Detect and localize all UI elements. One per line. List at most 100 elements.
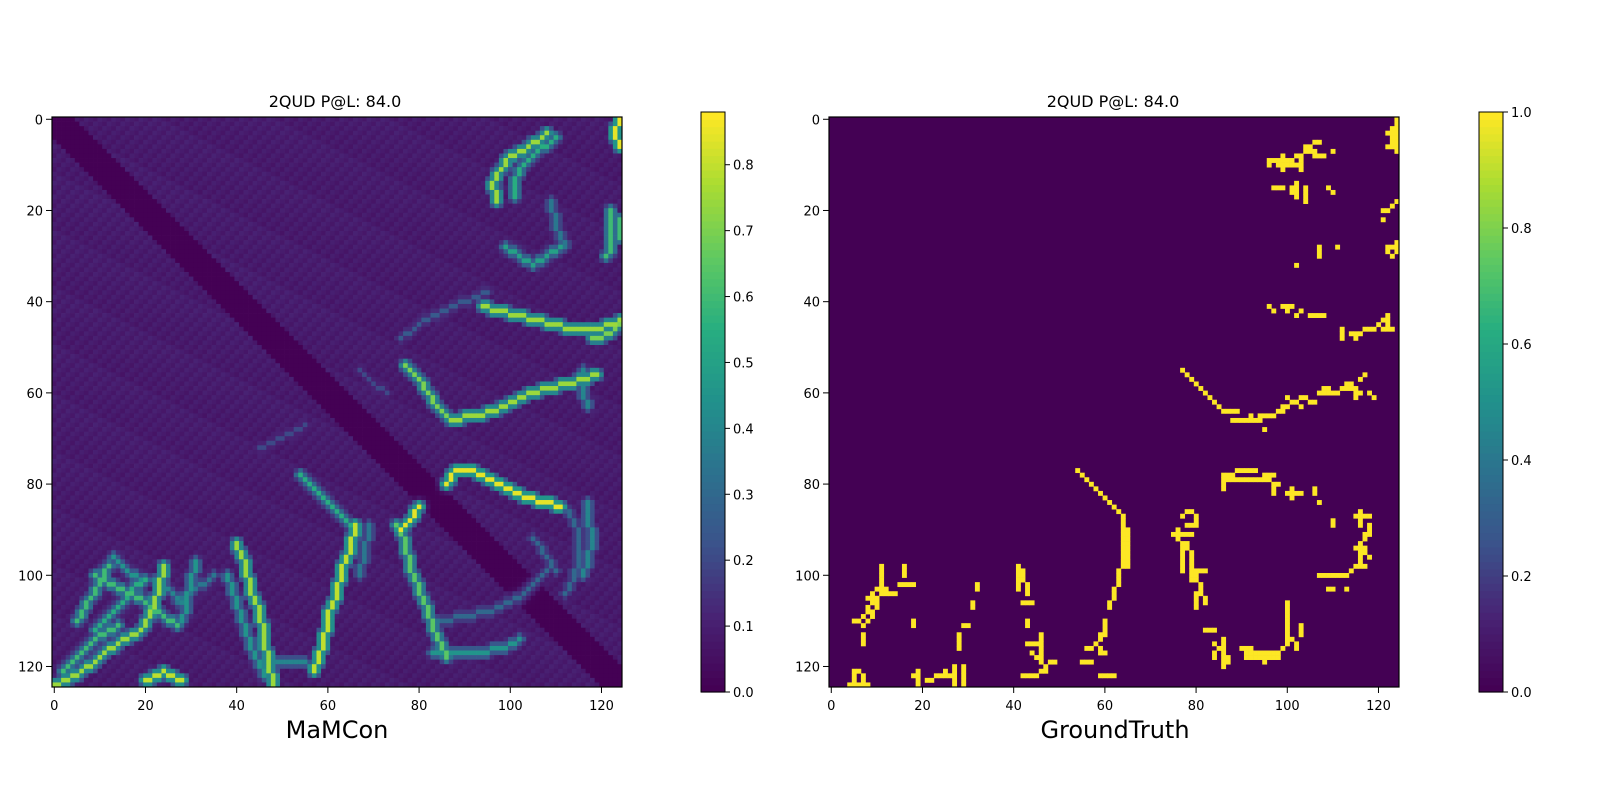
left-heatmap-cell <box>83 231 89 236</box>
left-heatmap-cell <box>307 194 313 200</box>
left-heatmap-cell <box>412 121 418 127</box>
left-heatmap-cell <box>275 130 281 136</box>
left-heatmap-cell <box>179 281 185 287</box>
left-heatmap-cell <box>485 117 491 122</box>
left-heatmap-cell <box>311 144 317 150</box>
left-heatmap-cell <box>330 162 336 168</box>
left-heatmap-cell <box>526 180 532 186</box>
left-heatmap-cell <box>330 194 336 200</box>
left-heatmap-cell <box>93 231 98 236</box>
left-heatmap-cell <box>339 285 345 291</box>
left-heatmap-cell <box>412 180 418 186</box>
left-heatmap-cell <box>539 240 545 246</box>
left-heatmap-cell <box>156 244 162 250</box>
left-heatmap-cell <box>617 244 623 250</box>
left-heatmap-cell <box>485 231 491 236</box>
left-heatmap-cell <box>289 267 295 273</box>
left-heatmap-cell <box>489 226 495 232</box>
left-heatmap-cell <box>357 121 363 127</box>
left-heatmap-cell <box>83 139 89 145</box>
left-heatmap-cell <box>302 148 308 154</box>
left-heatmap-cell <box>521 258 527 264</box>
left-heatmap-cell <box>612 148 618 154</box>
left-heatmap-cell <box>398 235 404 241</box>
left-heatmap-cell <box>489 135 495 141</box>
left-heatmap-cell <box>371 231 377 236</box>
left-heatmap-cell <box>448 158 454 163</box>
left-heatmap-cell <box>453 267 459 273</box>
left-heatmap-cell <box>567 121 573 127</box>
left-heatmap-cell <box>266 194 272 200</box>
left-heatmap-cell <box>394 212 399 218</box>
left-heatmap-cell <box>362 194 367 200</box>
left-heatmap-cell <box>156 231 162 236</box>
left-heatmap-cell <box>480 262 486 268</box>
left-heatmap-cell <box>503 272 509 277</box>
left-heatmap-cell <box>270 194 276 200</box>
left-heatmap-cell <box>457 130 463 136</box>
left-heatmap-cell <box>275 117 281 122</box>
left-heatmap-cell <box>348 285 354 291</box>
left-heatmap-cell <box>134 285 139 291</box>
left-heatmap-cell <box>97 276 103 282</box>
left-heatmap-cell <box>307 267 313 273</box>
left-heatmap-cell <box>375 217 381 223</box>
left-heatmap-cell <box>175 240 181 246</box>
left-heatmap-cell <box>494 158 500 163</box>
left-heatmap-cell <box>202 272 208 277</box>
left-heatmap-cell <box>330 262 336 268</box>
left-heatmap-cell <box>389 171 395 177</box>
left-heatmap-cell <box>238 180 244 186</box>
left-heatmap-cell <box>197 272 203 277</box>
left-heatmap-cell <box>352 231 358 236</box>
left-heatmap-cell <box>594 189 600 195</box>
left-heatmap-cell <box>156 194 162 200</box>
left-heatmap-cell <box>357 253 363 259</box>
left-heatmap-cell <box>330 276 336 282</box>
left-heatmap-cell <box>457 139 463 145</box>
left-heatmap-cell <box>466 226 472 232</box>
left-heatmap-cell <box>457 199 463 204</box>
left-heatmap-cell <box>421 212 427 218</box>
left-heatmap-cell <box>430 221 436 227</box>
left-heatmap-cell <box>330 189 336 195</box>
left-heatmap-cell <box>280 148 285 154</box>
left-heatmap-cell <box>476 240 481 246</box>
left-heatmap-cell <box>124 249 130 255</box>
left-heatmap-cell <box>617 249 623 255</box>
left-heatmap-cell <box>603 158 609 163</box>
left-heatmap-cell <box>603 226 609 232</box>
left-heatmap-cell <box>585 212 591 218</box>
left-heatmap-cell <box>193 272 199 277</box>
left-heatmap-cell <box>79 126 85 132</box>
left-heatmap-cell <box>485 194 491 200</box>
left-heatmap-cell <box>243 226 249 232</box>
left-heatmap-cell <box>257 231 263 236</box>
left-heatmap-cell <box>553 162 559 168</box>
left-heatmap-cell <box>603 117 609 122</box>
left-heatmap-cell <box>394 294 399 300</box>
left-heatmap-cell <box>248 203 253 209</box>
left-heatmap-cell <box>366 258 372 264</box>
left-heatmap-cell <box>298 267 304 273</box>
left-heatmap-cell <box>243 171 249 177</box>
left-heatmap-cell <box>325 258 331 264</box>
left-heatmap-cell <box>530 240 536 246</box>
left-heatmap-cell <box>170 189 176 195</box>
left-heatmap-cell <box>389 262 395 268</box>
left-heatmap-cell <box>489 126 495 132</box>
left-heatmap-cell <box>115 272 121 277</box>
left-heatmap-cell <box>243 189 249 195</box>
left-heatmap-cell <box>403 276 409 282</box>
left-heatmap-cell <box>65 130 71 136</box>
left-heatmap-cell <box>56 258 62 264</box>
left-heatmap-cell <box>156 148 162 154</box>
left-heatmap-cell <box>257 176 263 182</box>
left-heatmap-cell <box>444 235 450 241</box>
left-heatmap-cell <box>225 189 231 195</box>
left-heatmap-cell <box>179 121 185 127</box>
left-heatmap-cell <box>585 185 591 191</box>
left-heatmap-cell <box>544 148 550 154</box>
left-heatmap-cell <box>526 194 532 200</box>
left-heatmap-cell <box>508 226 513 232</box>
